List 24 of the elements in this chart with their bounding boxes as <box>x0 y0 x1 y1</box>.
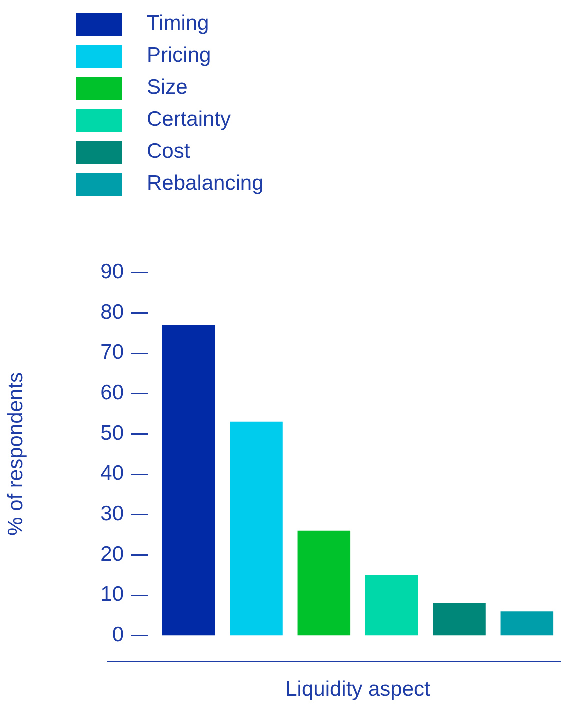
y-tick-label: 20 <box>100 542 124 566</box>
y-tick-label: 30 <box>100 502 124 526</box>
bar <box>433 604 486 636</box>
y-tick-label: 50 <box>100 422 124 445</box>
legend-label: Cost <box>147 140 190 164</box>
legend-label: Timing <box>147 12 210 36</box>
y-tick-label: 80 <box>100 300 124 324</box>
bar <box>365 575 418 636</box>
legend-label: Size <box>147 76 188 100</box>
bar <box>298 530 351 636</box>
y-tick-label: 60 <box>100 381 124 404</box>
bar <box>500 612 554 636</box>
y-axis-title: % of respondents <box>4 372 28 536</box>
bar <box>162 325 216 636</box>
y-tick-label: 40 <box>100 462 124 486</box>
y-tick-label: 10 <box>100 583 124 606</box>
y-tick-label: 70 <box>100 341 124 364</box>
x-axis-title: Liquidity aspect <box>286 678 431 702</box>
bar <box>230 422 283 636</box>
legend-label: Pricing <box>147 44 212 68</box>
y-tick-label: 90 <box>100 260 124 284</box>
legend-label: Rebalancing <box>147 172 264 196</box>
y-tick-label: 0 <box>112 624 124 647</box>
legend-label: Certainty <box>147 108 232 132</box>
